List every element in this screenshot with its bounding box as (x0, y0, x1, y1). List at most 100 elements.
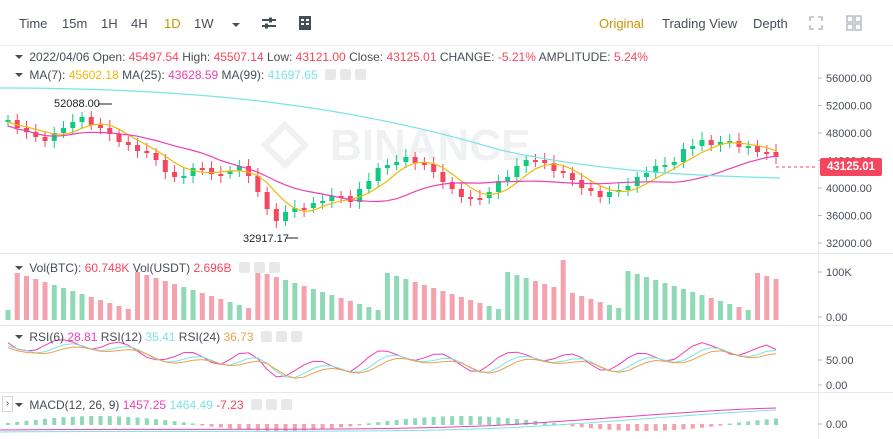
candle-body (14, 120, 20, 128)
candle-body (42, 137, 48, 141)
ma-close-icon[interactable] (354, 69, 366, 80)
rsi12-line (7, 343, 777, 379)
volume-bar (579, 296, 585, 320)
layout-grid-icon[interactable] (845, 14, 863, 32)
volume-bar (625, 271, 631, 320)
candle-body (403, 157, 409, 162)
macd-histogram-bar (598, 424, 603, 430)
tab-depth[interactable]: Depth (753, 16, 788, 31)
macd-histogram-bar (15, 421, 20, 425)
ma-hide-icon[interactable] (324, 69, 336, 80)
candle-body (283, 212, 289, 221)
volume-bar (310, 289, 316, 320)
vol-settings-icon[interactable] (253, 262, 265, 273)
candle-body (218, 174, 224, 176)
volume-bar (736, 307, 742, 320)
amplitude-value: 5.24% (613, 50, 648, 64)
candle-body (292, 208, 298, 212)
chart-data-table-icon[interactable] (296, 14, 314, 32)
interval-time[interactable]: Time (19, 16, 48, 31)
ma-settings-icon[interactable] (339, 69, 351, 80)
tab-trading-view[interactable]: Trading View (662, 16, 738, 31)
macd-histogram-bar (246, 424, 251, 430)
candle-body (329, 196, 335, 201)
macd-hide-icon[interactable] (250, 399, 262, 410)
macd-histogram-bar (524, 419, 529, 425)
candle-body (653, 166, 659, 173)
volume-bar (588, 299, 594, 320)
volume-bar (717, 301, 723, 320)
volume-bar (357, 304, 363, 320)
candle-body (227, 171, 233, 174)
candle-body (412, 157, 418, 163)
volume-bar (162, 281, 168, 320)
candle-body (172, 172, 178, 177)
candle-body (98, 125, 104, 128)
interval-1h[interactable]: 1H (101, 16, 118, 31)
candle-body (773, 152, 779, 157)
macd-histogram-bar (718, 424, 723, 426)
rsi-settings-icon[interactable] (275, 331, 287, 342)
candle-body (699, 140, 705, 146)
collapse-panel-arrow-icon[interactable]: › (2, 396, 13, 412)
open-label: Open: (92, 50, 126, 64)
volume-bar (634, 274, 640, 320)
candle-body (727, 141, 733, 143)
candle-body (301, 208, 307, 210)
macd-histogram-bar (274, 424, 279, 431)
macd-histogram-bar (746, 421, 751, 425)
macd-histogram-bar (551, 423, 556, 425)
volume-bar (366, 307, 372, 320)
candle-body (764, 152, 770, 154)
macd-histogram-bar (422, 417, 427, 425)
volume-bar (320, 292, 326, 320)
volume-bar (440, 291, 446, 320)
candle-body (421, 163, 427, 165)
volume-bar (421, 285, 427, 320)
candle-body (449, 182, 455, 189)
rsi-close-icon[interactable] (290, 331, 302, 342)
vol-hide-icon[interactable] (238, 262, 250, 273)
macd-histogram-bar (681, 424, 686, 430)
volume-bar (42, 282, 48, 320)
interval-1d[interactable]: 1D (164, 16, 181, 31)
rsi12-label: RSI(12) (100, 330, 143, 344)
macd-label: MACD(12, 26, 9) (29, 398, 120, 412)
macd-close-icon[interactable] (280, 399, 292, 410)
close-label: Close: (349, 50, 384, 64)
macd-histogram-bar (505, 418, 510, 425)
macd-histogram-bar (672, 424, 677, 431)
volume-bar (727, 304, 733, 320)
volume-bar (51, 285, 57, 320)
macd-histogram-bar (311, 424, 316, 430)
vol-close-icon[interactable] (268, 262, 280, 273)
candle-body (588, 188, 594, 191)
macd-histogram-bar (228, 424, 233, 429)
candle-body (33, 132, 39, 137)
indicator-settings-icon[interactable] (260, 14, 278, 32)
volume-bar (172, 284, 178, 320)
rsi-hide-icon[interactable] (260, 331, 272, 342)
macd-histogram-bar (218, 424, 223, 428)
candle-body (542, 160, 548, 163)
volume-bar (773, 279, 779, 320)
candle-body (532, 160, 538, 162)
macd-histogram-bar (727, 423, 732, 425)
macd-histogram-bar (163, 420, 168, 425)
rsi6-label: RSI(6) (29, 330, 65, 344)
volume-bar (764, 276, 770, 320)
macd-histogram-bar (61, 417, 66, 425)
macd-settings-icon[interactable] (265, 399, 277, 410)
interval-1w[interactable]: 1W (194, 16, 214, 31)
interval-15m[interactable]: 15m (62, 16, 88, 31)
macd-histogram-bar (616, 424, 621, 431)
low-annotation: 32917.17 (243, 233, 289, 245)
more-intervals-dropdown-icon[interactable] (229, 17, 247, 35)
macd-histogram-bar (200, 424, 205, 426)
fullscreen-icon[interactable] (807, 14, 825, 32)
candle-body (190, 168, 196, 176)
low-label: Low: (266, 50, 293, 64)
interval-4h[interactable]: 4H (131, 16, 148, 31)
tab-original[interactable]: Original (599, 16, 644, 31)
